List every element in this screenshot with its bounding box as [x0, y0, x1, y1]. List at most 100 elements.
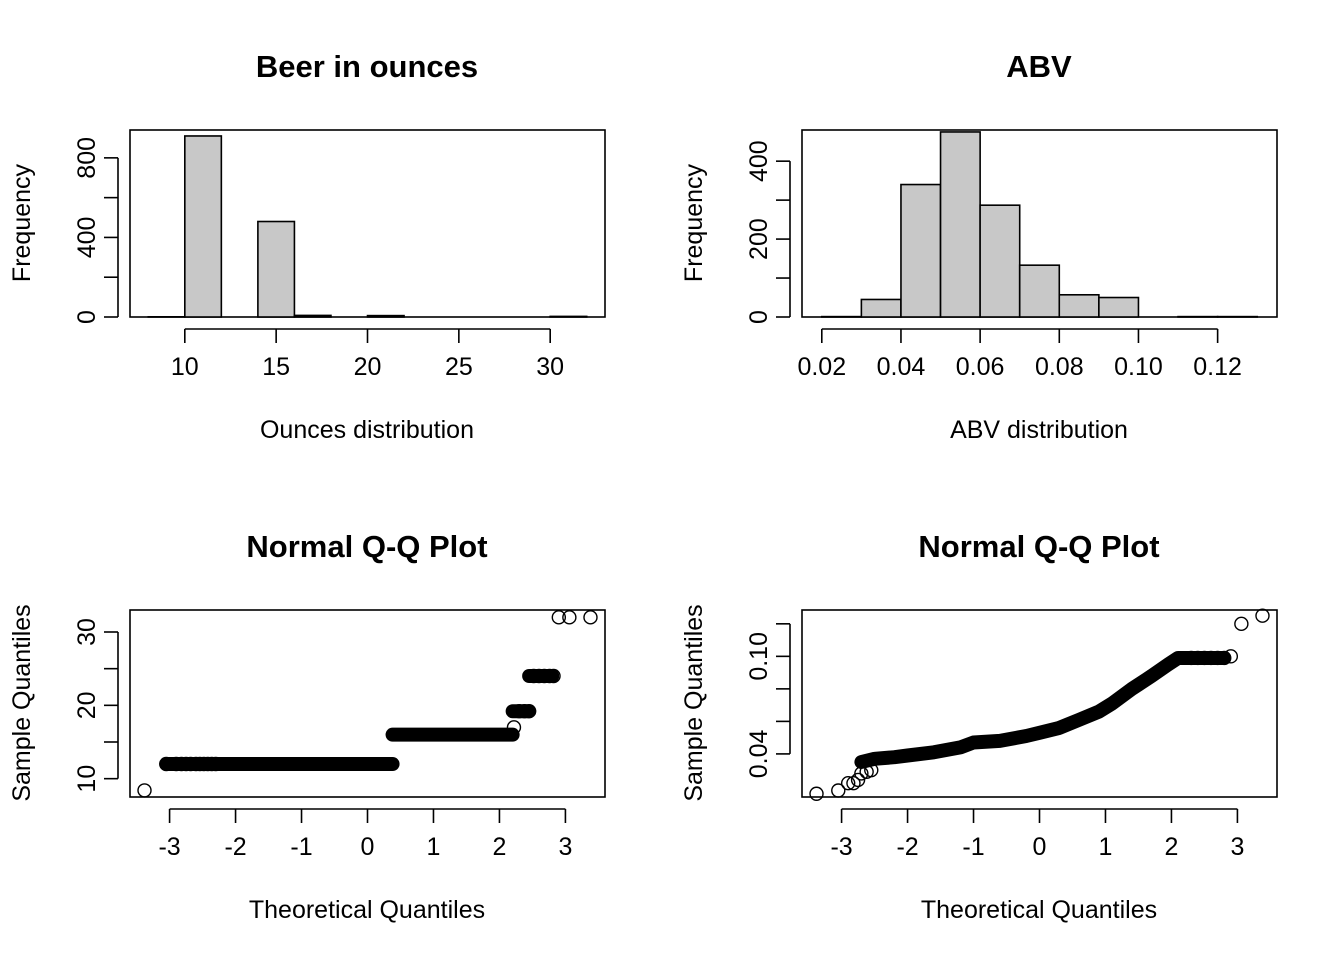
- ounces-qq-point: [562, 610, 577, 625]
- ounces-qq-x-tick-label: 1: [427, 833, 441, 861]
- abv-qq-x-tick-label: -2: [896, 833, 918, 861]
- ounces-qq-point: [551, 610, 567, 625]
- ounces-qq-point: [188, 756, 204, 772]
- ounces-histogram-bar: [549, 315, 588, 318]
- abv-qq-y-tick-label: 0.04: [745, 729, 773, 778]
- ounces-qq-point: [531, 668, 547, 684]
- abv-histogram-y-tick-label: 400: [745, 140, 773, 182]
- ounces-qq-point: [159, 756, 174, 772]
- ounces-histogram-y-tick-label: 800: [73, 137, 101, 179]
- ounces-qq-point: [204, 756, 220, 772]
- abv-histogram-ylabel: Frequency: [680, 163, 708, 282]
- ounces-qq-ylabel: Sample Quantiles: [8, 604, 36, 801]
- ounces-qq-xlabel: Theoretical Quantiles: [249, 896, 485, 924]
- ounces-qq-point: [192, 756, 208, 772]
- abv-qq-point-run: [854, 651, 1232, 769]
- abv-qq-x-tick-label: 2: [1164, 833, 1178, 861]
- ounces-histogram-bar: [184, 135, 223, 318]
- ounces-histogram-xlabel: Ounces distribution: [260, 416, 474, 444]
- ounces-qq-x-tick-label: -3: [158, 833, 180, 861]
- abv-histogram-x-tick-label: 0.12: [1193, 353, 1242, 381]
- abv-qq-x-tick-label: -1: [962, 833, 984, 861]
- abv-qq-point: [809, 786, 824, 801]
- abv-qq-point: [850, 772, 866, 788]
- abv-histogram: ABV ABV distribution Frequency 0.02 0.04 0…: [680, 49, 1278, 444]
- ounces-qq-point: [526, 668, 541, 684]
- ounces-qq-point: [208, 756, 223, 772]
- abv-qq-x-tick-label: 3: [1230, 833, 1244, 861]
- ounces-qq-point: [521, 704, 537, 719]
- ounces-qq-point: [583, 610, 598, 625]
- ounces-qq-point: [178, 756, 194, 772]
- abv-histogram-bar: [1018, 264, 1061, 318]
- abv-histogram-bar: [939, 131, 981, 318]
- ounces-histogram-x-tick-label: 30: [536, 353, 564, 381]
- ounces-qq-y-tick-label: 30: [73, 618, 101, 646]
- abv-qq-y-tick-label: 0.10: [745, 632, 773, 681]
- ounces-histogram-title: Beer in ounces: [256, 49, 478, 84]
- ounces-qq-y-tick-label: 20: [73, 691, 101, 719]
- abv-histogram-x-tick-label: 0.10: [1114, 353, 1163, 381]
- abv-histogram-x-tick-label: 0.02: [797, 353, 846, 381]
- ounces-qq-point: [546, 668, 561, 684]
- abv-histogram-bar: [1058, 293, 1100, 318]
- abv-histogram-bar: [1098, 296, 1140, 318]
- abv-qq-xlabel: Theoretical Quantiles: [921, 896, 1157, 924]
- ounces-qq-point: [168, 756, 184, 772]
- abv-qq-plot-frame: [801, 609, 1278, 798]
- abv-qq-plot: Normal Q-Q Plot Theoretical Quantiles Sa…: [680, 529, 1278, 924]
- ounces-histogram-y-tick-label: 0: [73, 310, 101, 324]
- ounces-qq-x-tick-label: -2: [224, 833, 246, 861]
- ounces-qq-point: [174, 756, 189, 772]
- ounces-qq-x-tick-label: 2: [492, 833, 506, 861]
- abv-histogram-x-tick-label: 0.04: [877, 353, 926, 381]
- abv-histogram-bar: [979, 204, 1021, 318]
- ounces-histogram: Beer in ounces Ounces distribution Frequ…: [8, 49, 606, 444]
- abv-qq-point: [840, 775, 856, 791]
- ounces-histogram-bar: [366, 314, 405, 318]
- abv-qq-point: [1255, 608, 1270, 623]
- abv-qq-point: [1234, 616, 1249, 632]
- ounces-histogram-x-tick-label: 15: [262, 353, 290, 381]
- abv-histogram-xlabel: ABV distribution: [950, 416, 1128, 444]
- abv-qq-x-tick-label: -3: [830, 833, 852, 861]
- abv-histogram-x-tick-label: 0.06: [956, 353, 1005, 381]
- ounces-qq-point: [512, 704, 527, 719]
- ounces-qq-point: [506, 720, 522, 735]
- abv-histogram-y-tick-label: 0: [745, 310, 773, 324]
- abv-qq-point: [1223, 649, 1239, 664]
- abv-qq-point: [846, 775, 861, 791]
- ounces-qq-y-tick-label: 10: [73, 765, 101, 793]
- ounces-qq-point: [137, 783, 152, 798]
- ounces-qq-plot: Normal Q-Q Plot Theoretical Quantiles Sa…: [8, 529, 606, 924]
- abv-qq-point: [831, 783, 846, 798]
- ounces-histogram-ylabel: Frequency: [8, 163, 36, 282]
- ounces-histogram-x-tick-label: 25: [445, 353, 473, 381]
- ounces-qq-x-tick-label: 3: [558, 833, 572, 861]
- abv-qq-point: [864, 762, 879, 778]
- abv-histogram-bar: [860, 298, 902, 318]
- abv-qq-point: [1217, 650, 1232, 666]
- ounces-histogram-bar: [257, 220, 296, 318]
- ounces-qq-point: [537, 668, 552, 684]
- abv-histogram-bar: [900, 183, 942, 318]
- abv-qq-x-tick-label: 0: [1033, 833, 1047, 861]
- ounces-histogram-bar: [293, 314, 332, 318]
- ounces-histogram-y-tick-label: 400: [73, 217, 101, 259]
- ounces-qq-point: [196, 756, 212, 772]
- ounces-qq-title: Normal Q-Q Plot: [246, 529, 487, 564]
- abv-histogram-title: ABV: [1006, 49, 1072, 84]
- abv-histogram-y-tick-label: 200: [745, 218, 773, 260]
- ounces-histogram-x-tick-label: 10: [171, 353, 199, 381]
- ounces-qq-x-tick-label: -1: [290, 833, 312, 861]
- abv-qq-ylabel: Sample Quantiles: [680, 604, 708, 801]
- abv-histogram-x-tick-label: 0.08: [1035, 353, 1084, 381]
- ounces-qq-point: [542, 668, 557, 684]
- ounces-histogram-x-tick-label: 20: [354, 353, 382, 381]
- abv-qq-x-tick-label: 1: [1099, 833, 1113, 861]
- ounces-qq-plot-frame: [129, 609, 606, 798]
- ounces-qq-point: [517, 704, 532, 719]
- ounces-qq-x-tick-label: 0: [361, 833, 375, 861]
- abv-qq-title: Normal Q-Q Plot: [918, 529, 1159, 564]
